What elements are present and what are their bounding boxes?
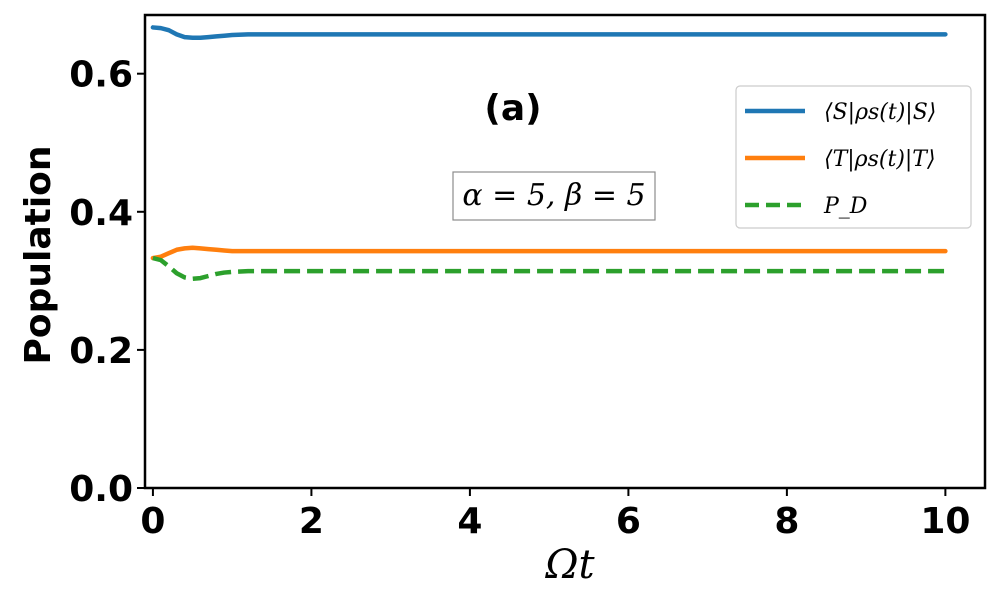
x-tick-label: 10 xyxy=(920,501,970,542)
x-tick-label: 4 xyxy=(457,501,482,542)
legend-label-2: ⟨T|ρs(t)|T⟩ xyxy=(824,147,936,172)
legend-label-1: ⟨S|ρs(t)|S⟩ xyxy=(824,100,936,125)
y-tick-label: 0.4 xyxy=(69,193,133,234)
legend: ⟨S|ρs(t)|S⟩ ⟨T|ρs(t)|T⟩ P_D xyxy=(735,85,972,229)
legend-items: ⟨S|ρs(t)|S⟩ ⟨T|ρs(t)|T⟩ P_D xyxy=(745,100,936,219)
series-line-1 xyxy=(150,25,948,41)
y-axis-ticks: 0.0 0.2 0.4 0.6 xyxy=(69,55,145,510)
legend-box xyxy=(735,85,972,229)
params-box xyxy=(452,171,656,221)
panel-label: (a) xyxy=(484,88,541,129)
y-tick-label: 0.6 xyxy=(69,55,133,96)
plot-frame xyxy=(143,13,987,490)
x-tick-label: 8 xyxy=(774,501,799,542)
series-line-3 xyxy=(152,255,946,282)
x-tick-label: 0 xyxy=(140,501,165,542)
y-tick-label: 0.2 xyxy=(69,331,133,372)
x-tick-label: 6 xyxy=(616,501,641,542)
x-tick-label: 2 xyxy=(299,501,324,542)
series-layer xyxy=(150,25,948,282)
x-axis-ticks: 0 2 4 6 8 10 xyxy=(140,488,970,542)
y-axis-label: Population xyxy=(18,145,59,364)
series-line-2 xyxy=(150,245,948,261)
legend-label-3: P_D xyxy=(823,194,868,219)
x-axis-label: Ωt xyxy=(544,542,595,588)
params-annotation: α = 5, β = 5 xyxy=(462,178,645,213)
y-tick-label: 0.0 xyxy=(69,469,133,510)
